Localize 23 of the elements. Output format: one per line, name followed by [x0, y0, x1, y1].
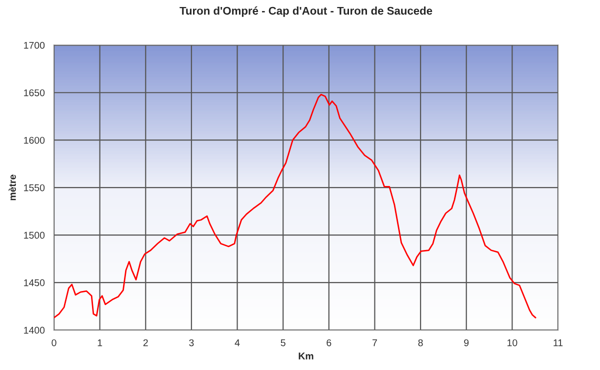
x-tick-label: 1	[98, 339, 102, 346]
y-tick-label: 1500	[24, 232, 45, 239]
x-tick-label: 5	[280, 339, 286, 346]
x-tick-label: 4	[234, 339, 240, 346]
x-axis-title: Km	[298, 352, 314, 360]
x-tick-label: 11	[554, 339, 563, 346]
x-tick-label: 3	[189, 339, 194, 346]
line-series	[54, 94, 536, 318]
x-tick-label: 6	[326, 339, 332, 346]
y-tick-label: 1650	[24, 89, 45, 96]
x-tick-label: 2	[143, 339, 148, 346]
x-tick-label: 9	[464, 339, 469, 346]
y-axis-title: mètre	[8, 174, 16, 200]
x-tick-label: 10	[508, 339, 518, 346]
y-tick-label: 1450	[24, 279, 45, 286]
chart-title: Turon d'Ompré - Cap d'Aout - Turon de Saucede	[180, 6, 432, 17]
y-tick-label: 1400	[24, 326, 45, 334]
x-tick-label: 8	[418, 339, 423, 346]
x-tick-label: 7	[372, 339, 377, 346]
y-tick-label: 1700	[24, 42, 45, 49]
y-tick-label: 1550	[24, 184, 45, 192]
y-tick-label: 1600	[24, 136, 45, 144]
x-tick-label: 0	[52, 339, 56, 346]
